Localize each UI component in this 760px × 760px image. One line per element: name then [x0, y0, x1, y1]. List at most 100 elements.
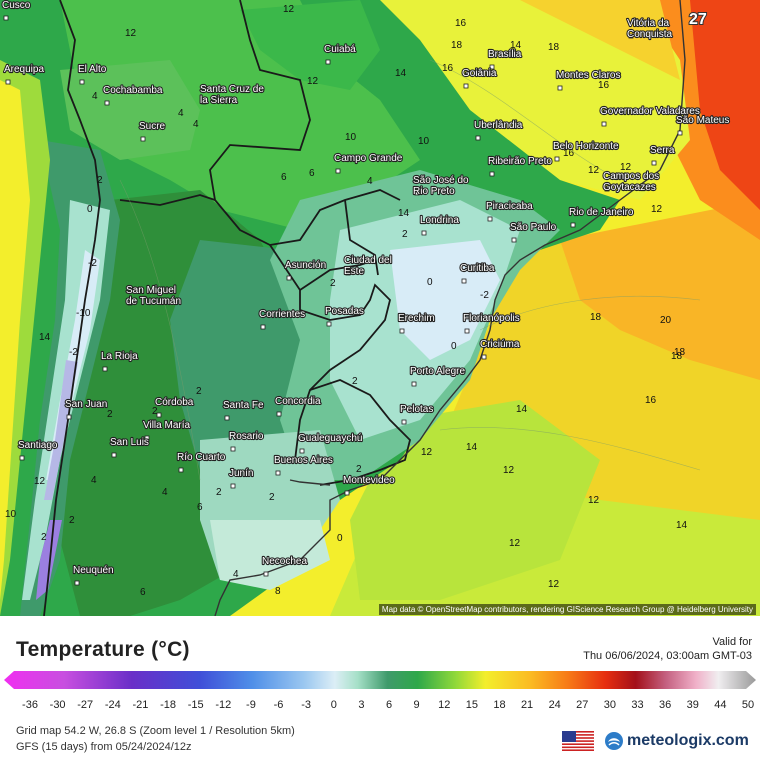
city-marker[interactable]: Rio de Janeiro: [568, 206, 635, 228]
city-dot: [326, 321, 332, 327]
city-dot: [557, 85, 563, 91]
city-marker[interactable]: Belo Horizonte: [552, 140, 620, 162]
city-marker[interactable]: Governador Valadares: [599, 105, 701, 127]
city-marker[interactable]: Brasília: [487, 48, 523, 70]
city-label: Montevideo: [343, 475, 395, 486]
city-dot: [335, 168, 341, 174]
city-dot: [19, 455, 25, 461]
city-dot: [421, 230, 427, 236]
city-marker[interactable]: Criciúma: [479, 338, 521, 360]
city-dot: [511, 237, 517, 243]
city-label: la Sierra: [200, 95, 238, 106]
isolines: [119, 59, 701, 481]
city-label: Ribeirão Preto: [488, 156, 552, 167]
map-attribution[interactable]: Map data © OpenStreetMap contributors, r…: [378, 604, 756, 615]
scale-tick-label: 9: [414, 699, 420, 711]
city-marker[interactable]: Buenos Aires: [273, 454, 334, 476]
city-label: Gualeguaychú: [298, 433, 363, 444]
temperature-value-label: 4: [162, 487, 168, 498]
temperature-value-label: 2: [352, 376, 358, 387]
scale-tick-label: 12: [438, 699, 450, 711]
city-label: Junín: [229, 468, 253, 479]
city-marker[interactable]: Cochabamba: [102, 84, 164, 106]
city-dot: [489, 64, 495, 70]
city-label: Necochea: [262, 556, 307, 567]
scale-tick-label: 27: [576, 699, 588, 711]
city-marker[interactable]: Londrina: [419, 214, 460, 236]
city-marker[interactable]: Sucre: [138, 120, 167, 142]
temperature-map[interactable]: Cusco Arequipa El Alto Cochabamba Santa Cruz…: [0, 0, 760, 616]
city-marker[interactable]: Montevideo: [342, 474, 396, 496]
city-marker[interactable]: Cusco: [1, 0, 32, 21]
temperature-value-label: 2: [216, 487, 222, 498]
city-marker[interactable]: São Paulo: [509, 221, 558, 243]
city-marker[interactable]: Necochea: [261, 555, 309, 577]
city-marker[interactable]: Posadas: [324, 305, 365, 327]
temperature-value-label: 18: [548, 42, 560, 53]
city-dot: [3, 15, 9, 21]
city-dot: [156, 412, 162, 418]
city-marker[interactable]: San Juan: [64, 398, 108, 420]
city-marker[interactable]: Villa María: [142, 419, 192, 441]
city-label: Campos dos: [603, 171, 659, 182]
city-marker[interactable]: Cuiabá: [323, 43, 357, 65]
scale-tick-label: -24: [105, 699, 121, 711]
city-marker[interactable]: Ribeirão Preto: [487, 155, 553, 177]
city-marker[interactable]: La Rioja: [100, 350, 139, 372]
city-label: Santiago: [18, 440, 58, 451]
city-label: Ciudad del: [344, 255, 392, 266]
city-marker[interactable]: Curitiba: [459, 262, 496, 284]
temperature-value-label: -2: [480, 290, 489, 301]
city-marker[interactable]: Goiânia: [461, 67, 498, 89]
city-marker[interactable]: Campo Grande: [333, 152, 404, 174]
city-marker[interactable]: São Mateus: [675, 114, 730, 136]
city-marker[interactable]: Santa Fe: [222, 399, 265, 421]
temperature-value-label: 16: [442, 63, 454, 74]
temperature-value-label: 2: [152, 406, 158, 417]
city-marker[interactable]: Córdoba: [154, 396, 195, 418]
temperature-value-label: 2: [97, 175, 103, 186]
city-marker[interactable]: Uberlândia: [473, 119, 524, 141]
city-label: Londrina: [420, 215, 459, 226]
city-dot: [111, 452, 117, 458]
city-marker[interactable]: Serra: [649, 144, 676, 166]
city-label: Belo Horizonte: [553, 141, 619, 152]
scale-tick-label: -36: [22, 699, 38, 711]
city-marker[interactable]: El Alto: [77, 63, 108, 85]
us-flag-icon[interactable]: [562, 731, 594, 751]
city-dot: [628, 33, 634, 39]
city-marker[interactable]: Santiago: [17, 439, 59, 461]
temperature-value-label: 10: [5, 509, 17, 520]
city-dot: [325, 59, 331, 65]
city-marker[interactable]: Neuquén: [72, 564, 115, 586]
city-marker[interactable]: Junín: [228, 467, 255, 489]
temperature-value-label: 12: [548, 579, 560, 590]
city-marker[interactable]: Concordia: [274, 395, 322, 417]
city-marker[interactable]: Corrientes: [258, 308, 306, 330]
city-marker[interactable]: Arequipa: [3, 63, 46, 85]
city-marker[interactable]: Porto Alegre: [409, 365, 467, 387]
city-dot: [299, 448, 305, 454]
city-marker[interactable]: San Luis: [109, 436, 150, 458]
city-marker[interactable]: Pelotas: [399, 403, 434, 425]
city-marker[interactable]: Piracicaba: [485, 200, 534, 222]
city-marker[interactable]: Gualeguaychú: [297, 432, 364, 454]
brand-logo[interactable]: meteologix.com: [604, 730, 749, 752]
city-marker[interactable]: Montes Claros: [555, 69, 622, 91]
temperature-value-label: 14: [516, 404, 528, 415]
city-marker[interactable]: Asunción: [284, 259, 327, 281]
temperature-value-label: 0: [87, 204, 93, 215]
city-marker[interactable]: Río Cuarto: [176, 451, 227, 473]
city-dot: [554, 156, 560, 162]
city-marker[interactable]: Rosario: [228, 430, 265, 452]
temperature-value-label: 14: [466, 442, 478, 453]
city-marker[interactable]: Florianópolis: [462, 312, 521, 334]
city-label: Curitiba: [460, 263, 495, 274]
city-marker[interactable]: Erechim: [397, 312, 436, 334]
